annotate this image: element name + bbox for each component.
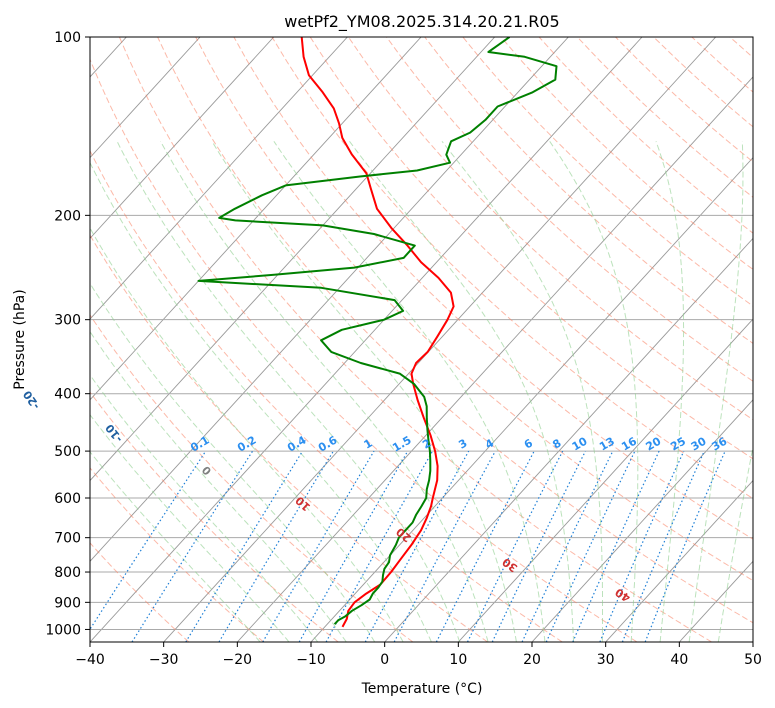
isotherm-line — [90, 37, 275, 240]
isotherm-line — [90, 37, 348, 320]
y-tick-label: 500 — [54, 444, 81, 460]
mixing-ratio-line — [364, 450, 470, 642]
temperature-profile-line — [300, 37, 455, 628]
mixing-ratio-line — [325, 450, 434, 642]
axes: −40 −30 −20 −10 0 10 20 30 40 50 1000 900 800 700 600 5… — [45, 30, 762, 668]
chart-title: wetPf2_YM08.2025.314.20.21.R05 — [284, 12, 559, 32]
y-tick-label: 200 — [54, 208, 81, 224]
x-tick-label: 0 — [380, 652, 389, 668]
dry-adiabat — [90, 467, 264, 642]
mixing-ratio-line — [393, 450, 496, 642]
isotherm-line — [163, 37, 717, 642]
isotherm-line — [90, 37, 569, 562]
moist-adiabat — [441, 140, 603, 642]
mixing-ratio-line — [644, 450, 726, 642]
x-tick-label: 30 — [597, 652, 615, 668]
y-tick-label: 400 — [54, 387, 81, 403]
moist-adiabat — [90, 330, 347, 642]
isotherm-line — [90, 37, 422, 401]
x-tick-label: −10 — [296, 652, 326, 668]
y-tick-label: 300 — [54, 313, 81, 329]
moist-adiabat — [349, 141, 575, 642]
mixing-ratio-line — [466, 450, 564, 642]
x-tick-label: −20 — [223, 652, 253, 668]
isotherm-line — [90, 37, 496, 482]
moist-adiabat — [211, 141, 517, 642]
y-tick-label: 700 — [54, 531, 81, 547]
isotherm-line — [90, 37, 643, 642]
dry-adiabat — [90, 234, 488, 642]
mixing-ratio-line — [131, 450, 254, 642]
isotherm-line — [605, 479, 753, 642]
mixing-ratio-line — [185, 450, 304, 642]
y-tick-label: 600 — [54, 491, 81, 507]
data-lines — [197, 37, 558, 628]
dry-adiabat — [90, 58, 638, 642]
mixing-ratio-line — [90, 450, 207, 631]
isotherm-line — [90, 37, 201, 159]
x-tick-label: 40 — [670, 652, 688, 668]
dry-adiabat — [195, 37, 753, 582]
dry-adiabat — [90, 149, 563, 642]
dry-adiabat — [386, 37, 753, 382]
moist-adiabat — [717, 444, 753, 642]
moist-adiabat — [549, 141, 639, 642]
mixing-ratio-line — [621, 450, 705, 642]
x-axis-label: Temperature (°C) — [361, 681, 483, 697]
dry-adiabat — [347, 37, 753, 421]
moist-adiabat — [688, 141, 744, 642]
isotherm-line — [237, 76, 753, 642]
dewpoint-profile-line — [197, 37, 558, 625]
isotherm-line — [531, 399, 753, 642]
y-axis-label: Pressure (hPa) — [12, 289, 28, 389]
dry-adiabat — [271, 37, 753, 500]
y-tick-label: 1000 — [45, 622, 81, 638]
moist-adiabat — [90, 413, 290, 642]
moist-adiabat — [116, 141, 461, 642]
x-tick-label: −40 — [75, 652, 105, 668]
moist-adiabat — [90, 161, 432, 642]
mixing-ratio-line — [572, 450, 660, 642]
background-lines — [90, 37, 753, 642]
mixing-ratio-line — [599, 450, 685, 642]
isotherm-line — [458, 318, 753, 642]
dry-adiabat — [157, 37, 753, 624]
moist-adiabat — [273, 141, 546, 642]
moist-adiabat — [90, 227, 404, 642]
x-tick-label: 50 — [744, 652, 762, 668]
x-tick-label: −30 — [149, 652, 179, 668]
isotherm-line — [310, 156, 753, 642]
x-tick-label: 20 — [523, 652, 541, 668]
y-tick-label: 900 — [54, 595, 81, 611]
y-tick-label: 800 — [54, 565, 81, 581]
plot-frame — [89, 36, 754, 643]
y-tick-label: 100 — [54, 30, 81, 46]
isotherm-line — [384, 237, 753, 642]
dry-adiabat — [462, 37, 753, 307]
x-tick-label: 10 — [449, 652, 467, 668]
dry-adiabat — [233, 37, 753, 540]
moist-adiabat — [655, 141, 685, 642]
moist-adiabat — [90, 374, 319, 642]
